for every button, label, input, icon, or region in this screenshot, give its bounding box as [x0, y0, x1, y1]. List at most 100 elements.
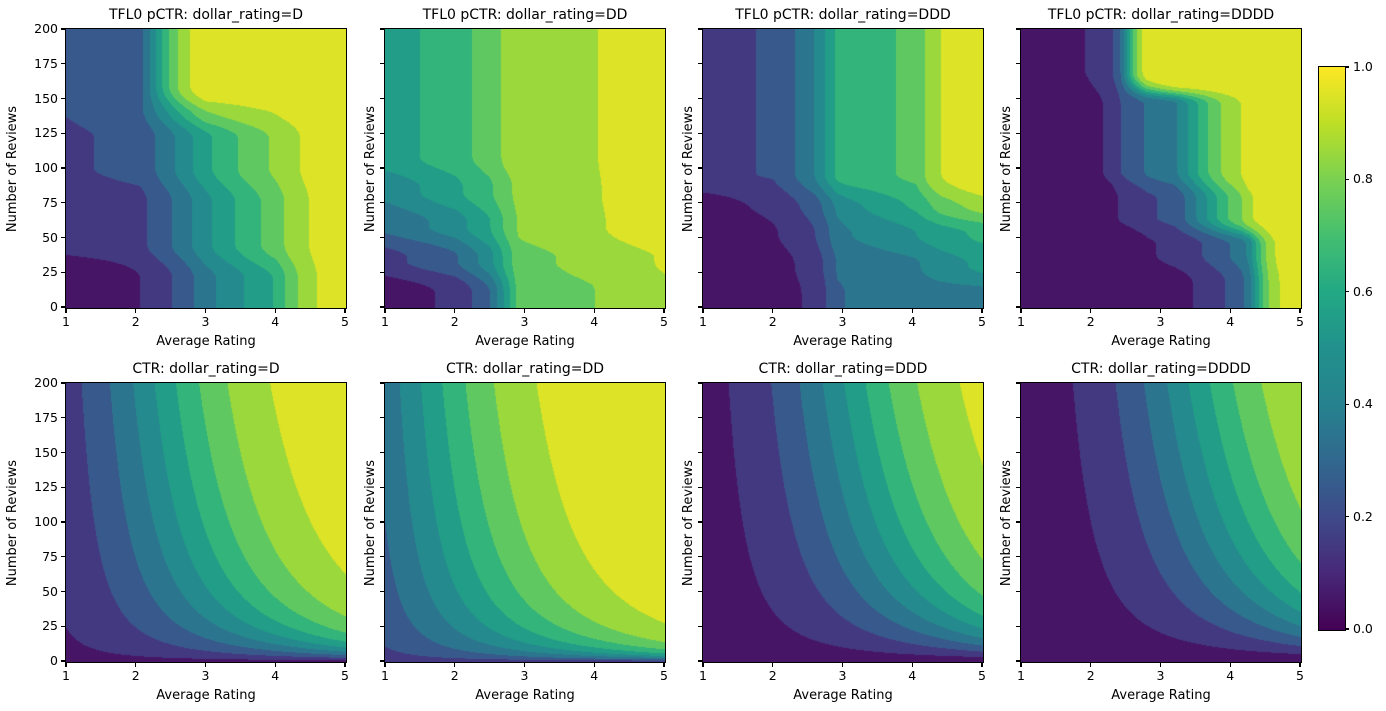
contour-plot-DDD-ctr	[702, 382, 984, 663]
y-tick-label: 25	[42, 618, 58, 634]
y-tick-mark	[698, 521, 702, 523]
x-axis-label: Average Rating	[1111, 688, 1211, 703]
x-tick-label: 1	[62, 668, 70, 683]
y-tick-mark	[61, 521, 65, 523]
x-tick-mark	[663, 663, 665, 667]
y-tick-label: 125	[34, 125, 58, 141]
contour-plot-DDDD-ctr	[1020, 382, 1302, 663]
contour-plot-DD-ctr	[384, 382, 666, 663]
x-tick-mark	[981, 309, 983, 313]
y-tick-mark	[698, 660, 702, 662]
y-tick-label: 200	[34, 375, 58, 390]
colorbar-tick-label: 0.0	[1353, 621, 1373, 636]
y-tick-mark	[698, 63, 702, 65]
x-tick-mark	[135, 309, 137, 313]
subplot-title: CTR: dollar_rating=DD	[445, 361, 605, 377]
x-tick-mark	[204, 663, 207, 667]
y-tick-mark	[61, 625, 65, 627]
y-tick-mark	[61, 486, 65, 488]
y-tick-mark	[698, 202, 702, 204]
y-tick-mark	[698, 28, 702, 30]
y-tick-mark	[1016, 271, 1020, 273]
subplot-title: CTR: dollar_rating=DDDD	[1071, 361, 1251, 377]
x-tick-label: 5	[978, 314, 986, 329]
y-tick-mark	[1016, 306, 1020, 308]
y-tick-label: 50	[42, 583, 58, 599]
x-tick-mark	[65, 309, 67, 313]
subplot-title: TFL0 pCTR: dollar_rating=DDD	[735, 7, 951, 23]
x-tick-label: 5	[341, 668, 349, 683]
contour-canvas	[385, 383, 665, 662]
x-tick-label: 3	[201, 314, 210, 329]
x-tick-mark	[841, 309, 844, 313]
y-tick-mark	[380, 97, 384, 100]
x-tick-label: 2	[131, 668, 140, 683]
x-axis-label: Average Rating	[793, 688, 893, 703]
y-tick-mark	[380, 590, 384, 593]
x-tick-mark	[1020, 309, 1022, 313]
x-tick-label: 4	[271, 668, 280, 683]
y-tick-label: 100	[34, 160, 58, 175]
x-tick-mark	[911, 663, 913, 667]
y-axis-label: Number of Reviews	[999, 459, 1014, 586]
x-tick-label: 4	[590, 668, 599, 683]
colorbar-tick-label: 0.8	[1353, 171, 1373, 187]
x-tick-label: 1	[699, 668, 707, 683]
y-tick-mark	[61, 590, 65, 593]
y-tick-label: 125	[34, 479, 58, 495]
x-tick-mark	[384, 663, 386, 667]
x-tick-mark	[344, 663, 346, 667]
colorbar-tick-mark	[1345, 291, 1349, 293]
y-axis-label: Number of Reviews	[999, 105, 1014, 232]
colorbar-gradient	[1318, 66, 1346, 631]
subplot-title: TFL0 pCTR: dollar_rating=D	[109, 7, 303, 23]
y-tick-label: 150	[34, 90, 58, 106]
y-tick-mark	[698, 625, 702, 627]
colorbar-tick-mark	[1345, 66, 1349, 68]
y-tick-mark	[380, 202, 384, 204]
x-tick-label: 5	[341, 314, 349, 329]
y-axis-label: Number of Reviews	[681, 105, 696, 232]
colorbar-tick-mark	[1345, 178, 1349, 180]
x-axis-label: Average Rating	[156, 688, 256, 703]
x-tick-label: 3	[838, 668, 847, 683]
y-tick-label: 200	[34, 21, 58, 36]
y-tick-mark	[61, 556, 65, 558]
y-tick-mark	[61, 97, 65, 100]
y-tick-mark	[61, 236, 65, 239]
x-tick-mark	[593, 663, 595, 667]
subplot-title: CTR: dollar_rating=DDD	[758, 361, 928, 377]
x-tick-mark	[702, 663, 704, 667]
x-tick-mark	[135, 663, 137, 667]
colorbar-tick-mark	[1345, 516, 1349, 518]
y-tick-mark	[380, 271, 384, 273]
y-axis-label: Number of Reviews	[363, 459, 378, 586]
y-tick-mark	[380, 132, 384, 134]
y-tick-mark	[1016, 28, 1020, 30]
y-tick-mark	[61, 63, 65, 65]
y-axis-label: Number of Reviews	[5, 459, 20, 586]
x-tick-mark	[702, 309, 704, 313]
x-tick-mark	[1229, 663, 1231, 667]
contour-plot-DDD-pctr	[702, 28, 984, 309]
x-tick-mark	[1090, 309, 1092, 313]
x-tick-mark	[384, 309, 386, 313]
x-tick-mark	[65, 663, 67, 667]
y-tick-mark	[380, 451, 384, 454]
y-tick-mark	[698, 382, 702, 384]
contour-canvas	[1021, 29, 1301, 308]
y-tick-mark	[698, 590, 702, 593]
x-tick-label: 4	[1226, 668, 1235, 683]
y-tick-mark	[1016, 486, 1020, 488]
x-tick-label: 2	[131, 314, 140, 329]
y-tick-mark	[698, 271, 702, 273]
x-axis-label: Average Rating	[475, 688, 575, 703]
x-tick-mark	[523, 309, 526, 313]
x-tick-label: 5	[660, 314, 668, 329]
x-tick-label: 2	[1086, 668, 1095, 683]
y-tick-mark	[1016, 451, 1020, 454]
y-axis-label: Number of Reviews	[363, 105, 378, 232]
y-tick-label: 175	[34, 55, 58, 71]
y-tick-mark	[698, 132, 702, 134]
